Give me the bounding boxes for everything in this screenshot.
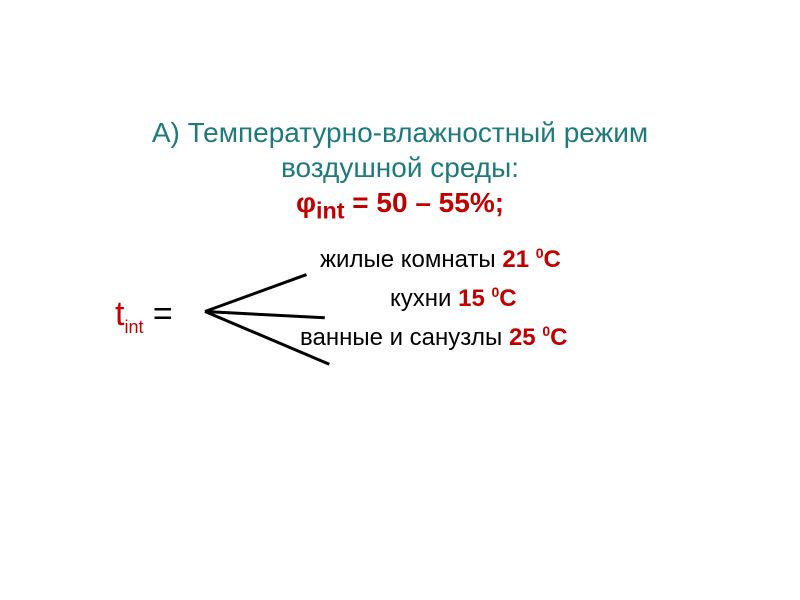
title-line-1: А) Температурно-влажностный режим [0, 115, 800, 150]
phi-symbol: φ [296, 187, 316, 218]
item-unit-sup: 0 [536, 245, 544, 261]
item-unit-sup: 0 [542, 323, 550, 339]
item-label: ванные и санузлы [300, 324, 509, 351]
item-label: кухни [390, 285, 458, 312]
tint-eq: = [143, 295, 172, 333]
tint-sub: int [124, 317, 143, 337]
item-value: 21 [502, 246, 535, 273]
phi-line: φint = 50 – 55%; [0, 185, 800, 226]
title-block: А) Температурно-влажностный режим воздуш… [0, 115, 800, 226]
item-row: жилые комнаты 21 0С [300, 245, 770, 274]
branch-line [204, 273, 307, 313]
item-unit: С [499, 285, 516, 312]
tint-label: tint = [115, 295, 173, 338]
item-row: кухни 15 0С [300, 284, 770, 313]
item-row: ванные и санузлы 25 0С [300, 323, 770, 352]
item-value: 25 [509, 324, 542, 351]
item-unit: С [544, 246, 561, 273]
items-list: жилые комнаты 21 0Скухни 15 0Сванные и с… [300, 245, 770, 362]
item-value: 15 [458, 285, 491, 312]
item-unit: С [550, 324, 567, 351]
title-line-2: воздушной среды: [0, 150, 800, 185]
phi-eq: = 50 – 55%; [344, 187, 504, 218]
phi-sub: int [316, 198, 345, 224]
slide: А) Температурно-влажностный режим воздуш… [0, 0, 800, 600]
item-label: жилые комнаты [320, 246, 502, 273]
